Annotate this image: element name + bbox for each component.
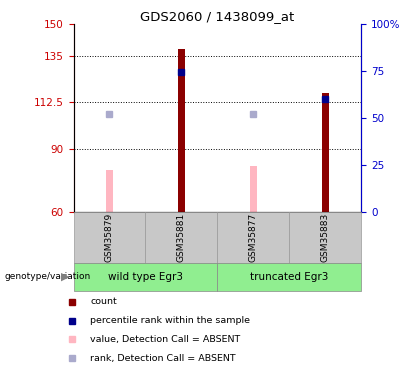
Bar <box>74 212 145 262</box>
Text: GSM35877: GSM35877 <box>249 213 258 262</box>
Bar <box>106 170 113 212</box>
Bar <box>74 262 218 291</box>
Title: GDS2060 / 1438099_at: GDS2060 / 1438099_at <box>140 10 294 23</box>
Text: GSM35881: GSM35881 <box>177 213 186 262</box>
Text: percentile rank within the sample: percentile rank within the sample <box>90 316 250 325</box>
Bar <box>178 50 185 212</box>
Text: GSM35879: GSM35879 <box>105 213 114 262</box>
Text: GSM35883: GSM35883 <box>321 213 330 262</box>
Text: genotype/variation: genotype/variation <box>4 272 90 281</box>
Text: ▶: ▶ <box>61 272 69 282</box>
Bar <box>218 262 361 291</box>
Text: truncated Egr3: truncated Egr3 <box>250 272 328 282</box>
Bar <box>250 166 257 212</box>
Bar <box>322 93 329 212</box>
Text: wild type Egr3: wild type Egr3 <box>108 272 183 282</box>
Text: rank, Detection Call = ABSENT: rank, Detection Call = ABSENT <box>90 354 236 363</box>
Bar <box>289 212 361 262</box>
Text: value, Detection Call = ABSENT: value, Detection Call = ABSENT <box>90 335 240 344</box>
Text: count: count <box>90 297 117 306</box>
Bar <box>218 212 289 262</box>
Bar <box>145 212 218 262</box>
